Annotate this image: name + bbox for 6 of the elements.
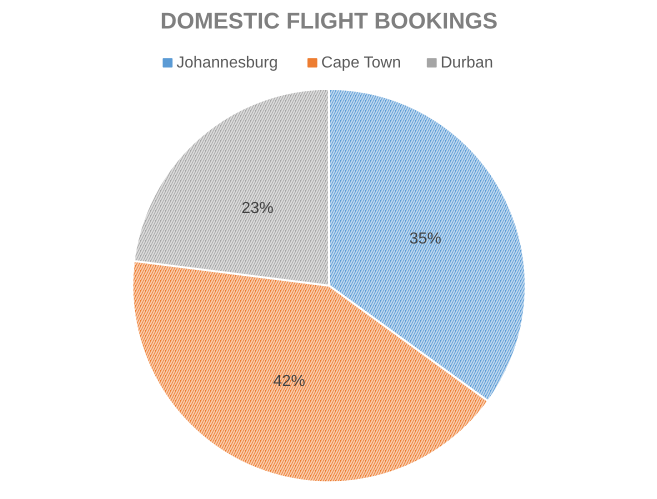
chart-title: DOMESTIC FLIGHT BOOKINGS: [160, 8, 498, 34]
legend-label: Cape Town: [321, 54, 401, 72]
legend-label: Durban: [440, 54, 494, 72]
data-label: 23%: [241, 200, 274, 217]
legend-label: Johannesburg: [176, 54, 278, 72]
data-label: 35%: [409, 230, 442, 248]
